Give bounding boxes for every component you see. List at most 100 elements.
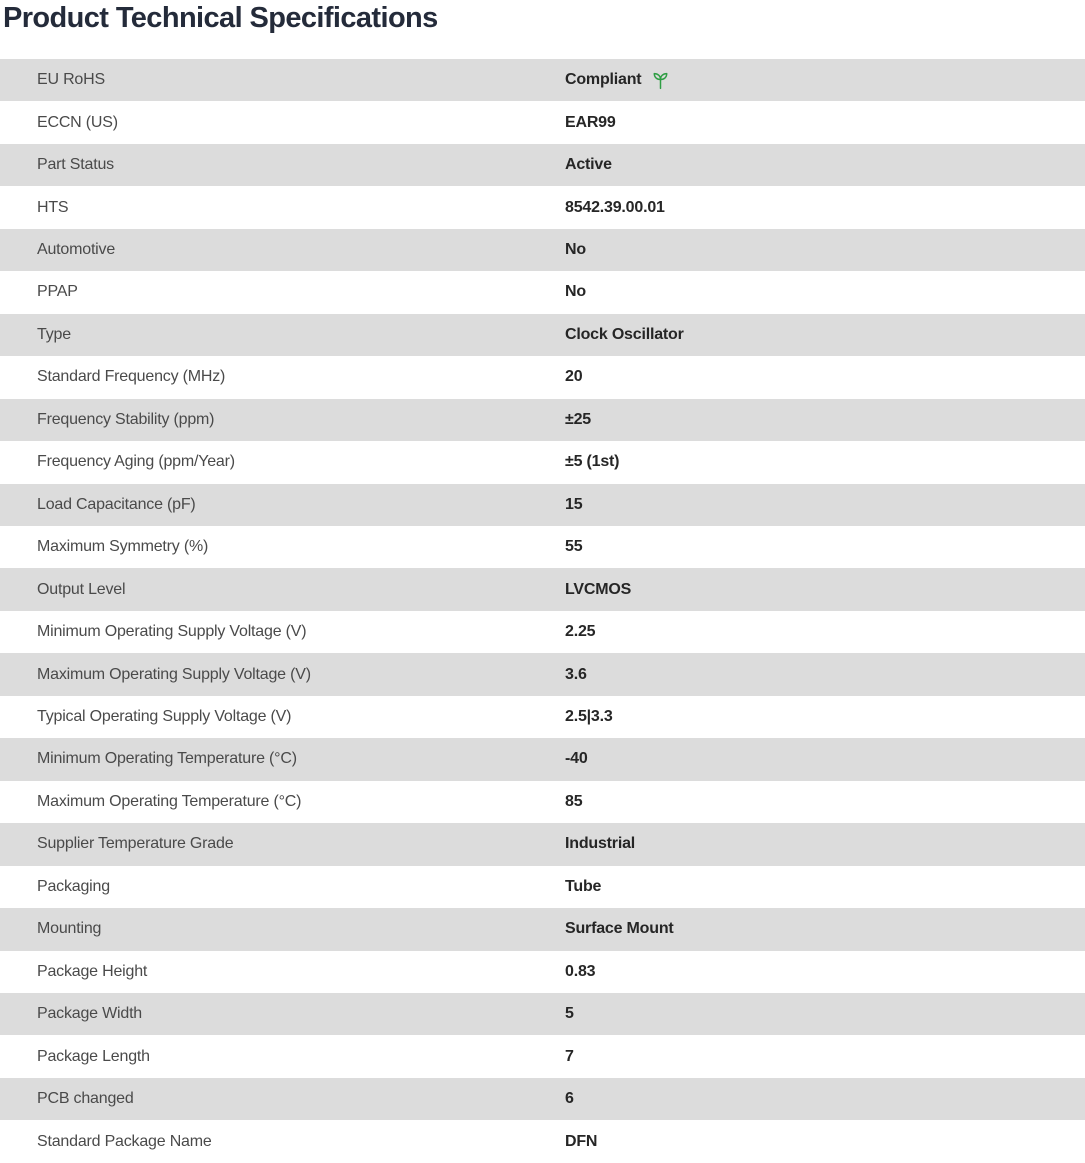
spec-value-wrap: Surface Mount [565, 920, 1085, 938]
spec-label: Frequency Stability (ppm) [37, 410, 215, 428]
spec-label: Frequency Aging (ppm/Year) [37, 453, 235, 471]
spec-row: Package Height 0.83 [0, 950, 1085, 993]
spec-label: HTS [37, 198, 69, 216]
spec-value: DFN [565, 1132, 598, 1150]
spec-value: 5 [565, 1005, 574, 1023]
spec-row: Load Capacitance (pF) 15 [0, 483, 1085, 526]
spec-value-wrap: Active [565, 156, 1085, 174]
spec-value-wrap: No [565, 283, 1085, 301]
spec-value-wrap: -40 [565, 750, 1085, 768]
spec-value: Industrial [565, 835, 636, 853]
spec-row: Output Level LVCMOS [0, 568, 1085, 611]
spec-value-wrap: 8542.39.00.01 [565, 199, 1085, 217]
spec-row: HTS 8542.39.00.01 [0, 186, 1085, 229]
spec-value: No [565, 283, 586, 301]
spec-label: Maximum Operating Supply Voltage (V) [37, 665, 311, 683]
spec-label: Package Height [37, 962, 148, 980]
spec-table: EU RoHS Compliant ECCN (US) EAR99 Part S… [0, 59, 1085, 1163]
spec-label: ECCN (US) [37, 113, 118, 131]
page-title: Product Technical Specifications [3, 2, 438, 34]
spec-value: ±5 (1st) [565, 453, 620, 471]
spec-row: Minimum Operating Supply Voltage (V) 2.2… [0, 610, 1085, 654]
spec-value-wrap: No [565, 241, 1085, 259]
spec-label: Load Capacitance (pF) [37, 495, 196, 513]
spec-label: Package Width [37, 1005, 143, 1023]
spec-value: Tube [565, 877, 602, 895]
spec-value: 8542.39.00.01 [565, 198, 665, 216]
spec-label: Standard Frequency (MHz) [37, 368, 226, 386]
spec-value-wrap: Compliant [565, 70, 1085, 91]
spec-label: Minimum Operating Temperature (°C) [37, 750, 297, 768]
spec-value: Surface Mount [565, 920, 674, 938]
spec-value-wrap: 2.5|3.3 [565, 708, 1085, 726]
spec-value-wrap: 85 [565, 793, 1085, 811]
spec-row: Maximum Operating Supply Voltage (V) 3.6 [0, 653, 1085, 696]
spec-label: Maximum Symmetry (%) [37, 538, 209, 556]
spec-value-wrap: 5 [565, 1005, 1085, 1023]
spec-value: Clock Oscillator [565, 325, 684, 343]
spec-value-wrap: Tube [565, 878, 1085, 896]
spec-value-wrap: ±25 [565, 411, 1085, 429]
spec-label: Output Level [37, 580, 126, 598]
spec-value: 20 [565, 368, 583, 386]
spec-value-wrap: 15 [565, 496, 1085, 514]
spec-label: Standard Package Name [37, 1132, 212, 1150]
spec-label: Supplier Temperature Grade [37, 835, 234, 853]
spec-label: Packaging [37, 877, 110, 895]
spec-row: Supplier Temperature Grade Industrial [0, 823, 1085, 866]
spec-row: PPAP No [0, 271, 1085, 314]
spec-row: Standard Frequency (MHz) 20 [0, 356, 1085, 399]
spec-value-wrap: Industrial [565, 835, 1085, 853]
spec-row: Typical Operating Supply Voltage (V) 2.5… [0, 695, 1085, 739]
spec-label: PCB changed [37, 1090, 134, 1108]
spec-value: ±25 [565, 410, 591, 428]
spec-row: Packaging Tube [0, 865, 1085, 909]
spec-row: Maximum Symmetry (%) 55 [0, 525, 1085, 569]
spec-value-wrap: 6 [565, 1090, 1085, 1108]
spec-label: Mounting [37, 920, 102, 938]
spec-row: Frequency Aging (ppm/Year) ±5 (1st) [0, 441, 1085, 484]
spec-label: Typical Operating Supply Voltage (V) [37, 708, 292, 726]
spec-label: EU RoHS [37, 71, 105, 89]
spec-value: 6 [565, 1090, 574, 1108]
spec-value: 85 [565, 792, 583, 810]
spec-row: Frequency Stability (ppm) ±25 [0, 398, 1085, 442]
spec-value: Compliant [565, 71, 642, 89]
spec-value-wrap: DFN [565, 1133, 1085, 1151]
spec-value: -40 [565, 750, 588, 768]
spec-value-wrap: 55 [565, 538, 1085, 556]
spec-value: 7 [565, 1047, 574, 1065]
spec-row: Automotive No [0, 228, 1085, 272]
spec-row: ECCN (US) EAR99 [0, 101, 1085, 144]
spec-value: 55 [565, 538, 583, 556]
spec-value-wrap: ±5 (1st) [565, 453, 1085, 471]
spec-row: Type Clock Oscillator [0, 313, 1085, 357]
spec-label: Package Length [37, 1047, 150, 1065]
spec-row: EU RoHS Compliant [0, 59, 1085, 102]
spec-value: EAR99 [565, 113, 616, 131]
eco-leaf-icon [653, 72, 668, 89]
spec-value: 3.6 [565, 665, 587, 683]
spec-label: Part Status [37, 156, 114, 174]
spec-value-wrap: 0.83 [565, 963, 1085, 981]
spec-value: 2.25 [565, 623, 596, 641]
spec-label: Type [37, 325, 71, 343]
spec-value-wrap: 2.25 [565, 623, 1085, 641]
spec-label: Maximum Operating Temperature (°C) [37, 792, 302, 810]
spec-row: Maximum Operating Temperature (°C) 85 [0, 780, 1085, 824]
spec-value-wrap: 7 [565, 1048, 1085, 1066]
spec-value-wrap: EAR99 [565, 114, 1085, 132]
spec-label: Minimum Operating Supply Voltage (V) [37, 623, 307, 641]
spec-label: PPAP [37, 283, 78, 301]
spec-row: Part Status Active [0, 143, 1085, 187]
spec-value: 15 [565, 495, 583, 513]
spec-value: Active [565, 156, 612, 174]
spec-value-wrap: Clock Oscillator [565, 326, 1085, 344]
spec-row: Package Width 5 [0, 992, 1085, 1036]
spec-value-wrap: 20 [565, 368, 1085, 386]
spec-row: Mounting Surface Mount [0, 908, 1085, 951]
spec-value-wrap: LVCMOS [565, 581, 1085, 599]
spec-row: Standard Package Name DFN [0, 1120, 1085, 1163]
spec-value: LVCMOS [565, 580, 632, 598]
